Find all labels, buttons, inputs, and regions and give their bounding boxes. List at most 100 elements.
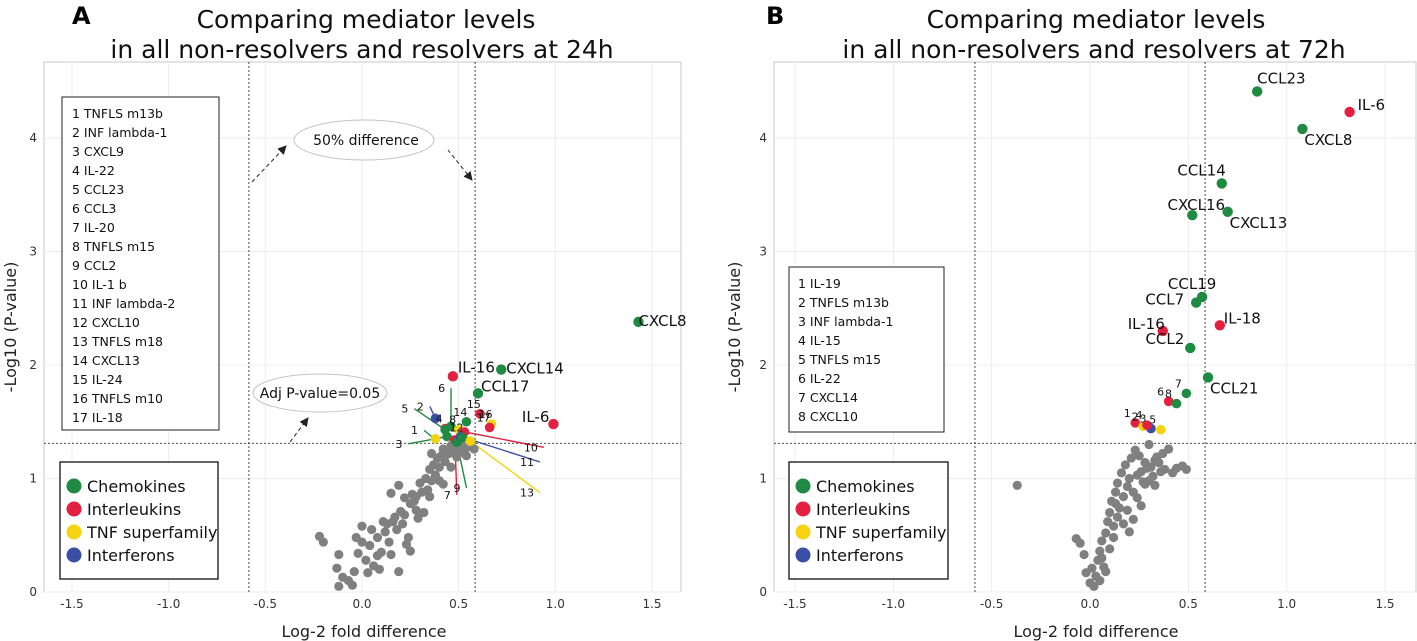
panel-b-key-item: 5 TNFLS m15	[798, 352, 881, 367]
panel-b-ytick-label: 2	[759, 358, 767, 372]
panel-a-gray-point	[318, 537, 328, 547]
panel-a-point-number: 4	[436, 413, 443, 426]
panel-a-key-item: 9 CCL2	[72, 258, 116, 273]
panel-b-legend: Chemokines Interleukins TNF superfamily Int…	[795, 477, 946, 565]
panel-a-xtick-label: -1.5	[60, 597, 83, 611]
panel-a-gray-point	[367, 524, 377, 535]
panel-b-point-6	[1163, 396, 1174, 407]
panel-a-pointer-number: 2	[417, 400, 424, 413]
panel-a-adjp-bubble	[252, 373, 388, 413]
panel-b-point-label: IL-18	[1224, 309, 1261, 327]
panel-a-gray-point	[398, 519, 408, 529]
panel-a-50pct-arrow-left	[251, 145, 287, 183]
panel-a-gray-point	[353, 548, 363, 559]
panel-a-gray-point	[411, 492, 421, 502]
panel-a-point-label: IL-6	[522, 408, 549, 426]
panel-b-gray-point	[1109, 521, 1119, 531]
panel-b-legend-swatch-interleukins	[795, 501, 811, 517]
panel-a-gray-point	[411, 505, 421, 515]
panel-a-gray-point	[434, 462, 444, 472]
panel-b-gray-point	[1112, 512, 1123, 522]
panel-a-gray-point	[434, 476, 444, 486]
panel-b-labeled-points: CCL23 IL-6 CXCL8 CCL14 CXCL16 CXCL13 CCL19CCL7…	[1128, 69, 1385, 397]
panel-a-key-item: 8 TNFLS m15	[72, 239, 155, 254]
panel-a-thresholds	[44, 62, 681, 592]
panel-a-key-list: 1 TNFLS m13b 2 INF lambda-1 3 CXCL9 4 IL-22…	[72, 106, 175, 425]
panel-a-legend-label-tnf: TNF superfamily	[86, 523, 217, 542]
panel-a-ytick-label: 4	[29, 131, 37, 145]
panel-b-point-4	[1142, 420, 1152, 430]
panel-b-key-item: 6 IL-22	[798, 371, 841, 386]
panel-a-gray-point	[378, 517, 388, 527]
panel-a-gray-point	[363, 568, 373, 578]
panel-a-gray-point	[347, 580, 357, 590]
panel-b-gray-point	[1109, 532, 1119, 543]
panel-b-key-item: 1 IL-19	[798, 276, 841, 291]
panel-a-pointer-number: 10	[524, 441, 538, 454]
panel-b: B Comparing mediator levels in all non-r…	[725, 2, 1417, 641]
panel-a-key-box	[61, 96, 220, 431]
panel-b-point-il-18	[1214, 320, 1226, 331]
panel-a-gray-point	[469, 444, 479, 454]
panel-b-point-label: CCL2	[1145, 330, 1184, 348]
panel-a-title-line2: in all non-resolvers and resolvers at 24…	[110, 35, 613, 64]
panel-a-point-15	[475, 409, 485, 419]
panel-a-pointer-number: 3	[396, 438, 403, 451]
panel-a-gray-point	[394, 480, 404, 490]
panel-b-gray-point	[1124, 473, 1134, 484]
panel-b-legend-label-interleukins: Interleukins	[816, 500, 910, 519]
panel-a-point-label: CCL17	[481, 377, 529, 395]
panel-a-point-14	[461, 416, 472, 427]
panel-a-gray-point	[461, 451, 471, 461]
panel-a-gray-point	[386, 488, 396, 498]
panel-a-legend-swatch-interleukins	[66, 501, 82, 517]
panel-a-pointer-number: 6	[438, 382, 445, 395]
panel-b-xticks: -1.5 -1.0 -0.5 0.0 0.5 1.0 1.5	[783, 597, 1394, 611]
panel-a-pointer-number: 1	[411, 424, 418, 437]
panel-a-adjp-arrow	[289, 417, 309, 443]
panel-a-gray-point	[380, 527, 390, 537]
panel-a-gray-point	[372, 532, 383, 543]
panel-b-point-label: CCL23	[1257, 69, 1305, 87]
panel-b-thresholds	[774, 62, 1416, 592]
panel-b-point-5	[1156, 424, 1166, 435]
panel-a-ytick-label: 0	[29, 585, 37, 599]
panel-a-point-label: CXCL14	[506, 360, 564, 378]
panel-b-gray-point	[1012, 480, 1022, 490]
panel-b-gray-point	[1112, 478, 1123, 488]
panel-b-xtick-label: 1.5	[1375, 597, 1394, 611]
panel-a-50pct-arrow-right	[447, 149, 473, 181]
panel-a-point-number: 16	[479, 408, 493, 421]
panel-b-gray-point	[1132, 493, 1142, 503]
panel-b-point-label: CXCL16	[1167, 196, 1225, 214]
panel-b-gray-point	[1101, 528, 1111, 538]
panel-b-point-label: CCL7	[1145, 291, 1184, 309]
panel-a-gray-point	[384, 537, 394, 547]
panel-b-point-8	[1171, 398, 1182, 409]
panel-b-ytick-label: 0	[759, 585, 767, 599]
panel-b-ytick-label: 3	[759, 245, 767, 259]
panel-b-key-item: 8 CXCL10	[798, 409, 858, 424]
panel-a-gray-point	[427, 448, 437, 459]
panel-b-gray-point	[1095, 576, 1105, 586]
panel-b-gray-point	[1122, 481, 1132, 492]
panel-b-gray-point	[1164, 444, 1174, 454]
panel-a-gray-point	[425, 492, 435, 502]
panel-b-point-ccl14	[1216, 178, 1227, 189]
panel-b-gray-point	[1105, 507, 1115, 518]
panel-a-x-axis-label: Log-2 fold difference	[281, 622, 446, 641]
panel-b-gray-point	[1126, 453, 1136, 463]
panel-a-pointer-line-3	[408, 435, 448, 445]
panel-b-point-number: 4	[1136, 409, 1143, 422]
panel-b-letter: B	[766, 2, 784, 30]
panel-a-key-item: 14 CXCL13	[72, 353, 140, 368]
panel-b-legend-swatch-interferons	[795, 547, 811, 563]
panel-a-key-item: 10 IL-1 b	[72, 277, 127, 292]
panel-a-point-number: 14	[453, 406, 467, 419]
panel-b-xtick-label: -1.5	[783, 597, 806, 611]
panel-a-point-17	[484, 422, 495, 433]
panel-a-pointer-number: 11	[520, 456, 534, 469]
panel-a-gray-point	[386, 549, 396, 560]
